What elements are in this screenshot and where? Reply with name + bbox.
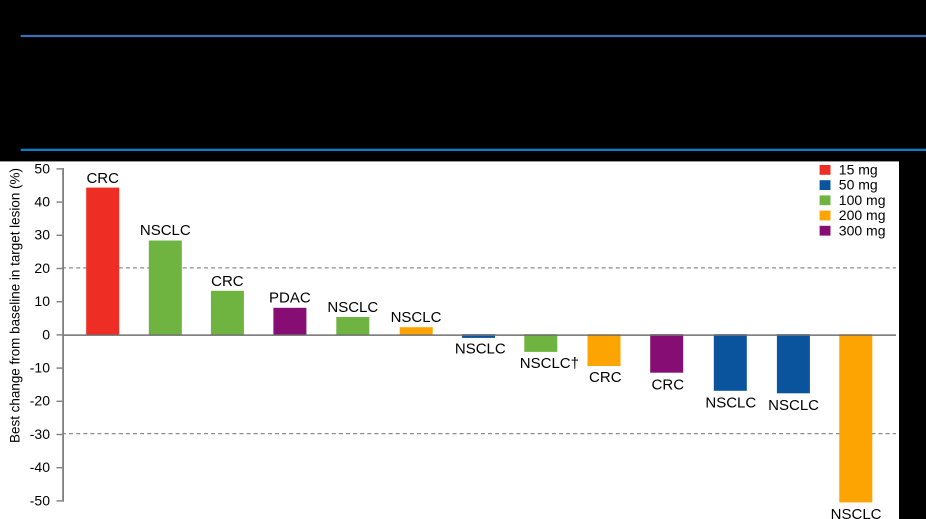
svg-text:50: 50 [34, 160, 50, 176]
svg-text:-10: -10 [30, 360, 50, 376]
svg-text:NSCLC: NSCLC [705, 395, 756, 412]
svg-text:NSCLC: NSCLC [391, 309, 442, 326]
svg-text:NSCLC: NSCLC [768, 397, 819, 414]
svg-text:NSCLC: NSCLC [831, 506, 882, 519]
svg-text:-20: -20 [30, 393, 50, 409]
svg-text:300 mg: 300 mg [839, 222, 886, 238]
svg-text:NSCLC: NSCLC [455, 340, 506, 357]
svg-text:NSCLC: NSCLC [327, 299, 378, 316]
svg-text:50 mg: 50 mg [839, 177, 878, 193]
svg-text:40: 40 [34, 194, 50, 210]
svg-text:CRC: CRC [211, 273, 244, 290]
svg-text:Best change from baseline in t: Best change from baseline in target lesi… [7, 168, 22, 443]
svg-text:-40: -40 [30, 459, 50, 475]
svg-text:CRC: CRC [589, 369, 622, 386]
svg-text:NSCLC†: NSCLC† [520, 355, 579, 372]
svg-text:CRC: CRC [652, 377, 685, 394]
svg-text:15 mg: 15 mg [839, 162, 878, 178]
svg-text:NSCLC: NSCLC [140, 222, 191, 239]
svg-text:-30: -30 [30, 426, 50, 442]
svg-text:200 mg: 200 mg [839, 207, 886, 223]
svg-text:20: 20 [34, 260, 50, 276]
svg-text:CRC: CRC [86, 170, 119, 187]
svg-text:10: 10 [34, 293, 50, 309]
svg-text:100 mg: 100 mg [839, 192, 886, 208]
svg-text:PDAC: PDAC [269, 289, 311, 306]
svg-text:30: 30 [34, 227, 50, 243]
svg-text:0: 0 [42, 326, 50, 342]
svg-text:-50: -50 [30, 492, 50, 508]
